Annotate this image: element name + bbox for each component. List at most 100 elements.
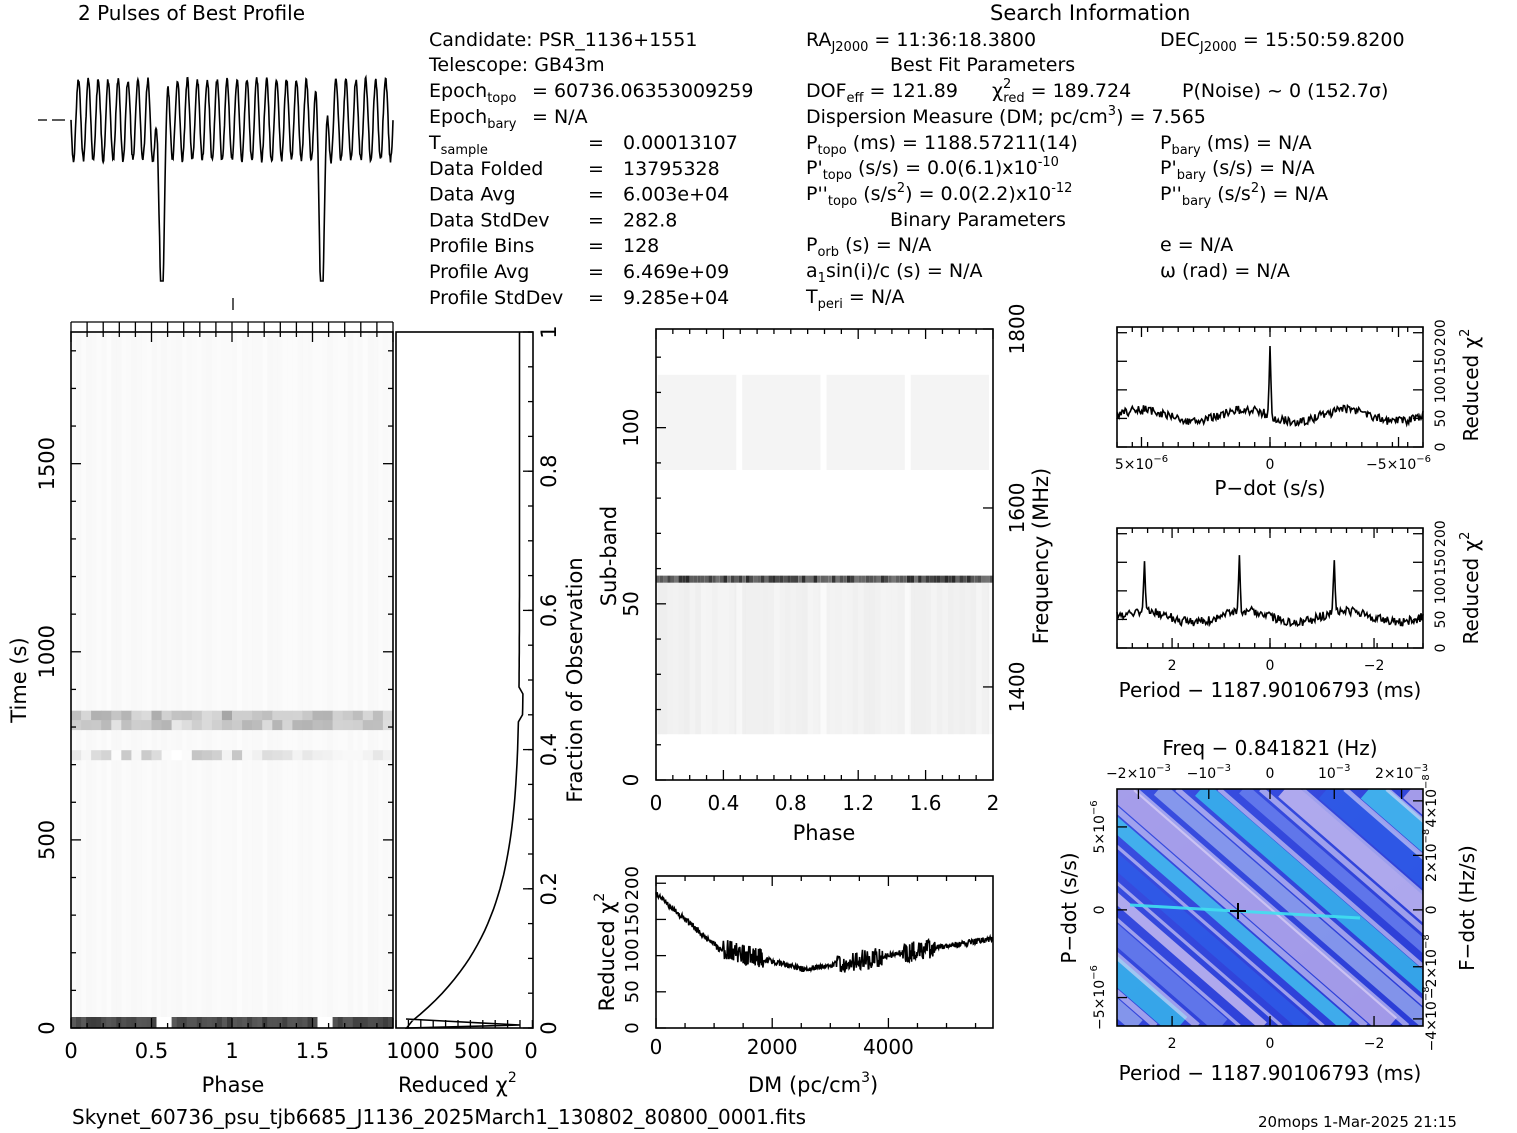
subband-bright-cell <box>861 575 866 583</box>
candidate-row-label: Profile Avg <box>429 261 529 283</box>
subband-bright-cell <box>966 575 971 583</box>
subband-noise-column <box>964 582 971 735</box>
ppd-stripe <box>655 789 928 1026</box>
time-phase-column <box>247 332 253 1028</box>
p-pdot-plane: Freq − 0.841821 (Hz) 2 0 −2 −2×10−3 −10−3 0 10… <box>655 736 1479 1085</box>
subband-xtick-label: 0.8 <box>775 791 807 815</box>
search-header: Search Information <box>990 1 1190 25</box>
subband-bright-cell <box>787 575 791 583</box>
candidate-name: Candidate: PSR_1136+1551 <box>429 29 697 51</box>
ppd-stripe <box>1117 955 1188 1026</box>
time-phase-column <box>237 332 243 1028</box>
time-phase-bottom-cell <box>257 1017 263 1028</box>
time-phase-column <box>357 332 364 1028</box>
subband-bright-cell <box>700 575 705 583</box>
time-phase-column <box>287 332 293 1028</box>
time-phase-band-cell <box>191 750 203 761</box>
time-phase-column <box>377 332 384 1028</box>
time-phase-ylabel: Time (s) <box>7 637 31 723</box>
time-phase-band-cell <box>332 710 344 721</box>
time-phase-column <box>166 332 173 1028</box>
epoch-topo-label: Epochtopo <box>429 80 516 106</box>
time-phase-bottom-cell <box>287 1017 293 1028</box>
time-phase-band-cell <box>362 710 374 721</box>
time-phase-column <box>342 332 349 1028</box>
time-phase-band-cell <box>292 750 303 761</box>
subband-bright-cell <box>850 575 855 583</box>
time-phase-band-cell <box>312 720 324 731</box>
time-phase-column <box>136 332 142 1028</box>
candidate-row-eq: = <box>588 158 604 180</box>
time-phase-bottom-cell <box>237 1017 243 1028</box>
time-phase-band-cell <box>211 720 223 731</box>
binary-header: Binary Parameters <box>890 209 1066 231</box>
time-phase-bottom-cell <box>388 1017 393 1028</box>
time-phase-band-cell <box>322 720 334 731</box>
subband-bright-cell <box>809 575 814 583</box>
subband-noise-column <box>981 582 988 735</box>
subband-noise-column <box>914 582 920 735</box>
ppd-stripe <box>1117 923 1228 1026</box>
fraction-ytick-label: 0 <box>537 1021 561 1034</box>
time-phase-bottom-cell <box>76 1017 82 1028</box>
ppd-y2label: F−dot (Hz/s) <box>1455 845 1479 971</box>
subband-noise-column <box>807 582 814 735</box>
subband-noise-column <box>942 582 949 735</box>
time-phase-band-cell <box>151 750 163 761</box>
dm-ytick-label: 100 <box>622 938 643 972</box>
ppd-stripe-highlight <box>1117 880 1283 1026</box>
time-phase-band-cell <box>171 720 183 731</box>
epoch-bary-value: = N/A <box>532 106 588 128</box>
time-phase-band-cell <box>262 720 273 731</box>
time-phase-band-cell <box>101 720 112 731</box>
time-phase-xtick-label: 0 <box>64 1039 77 1063</box>
time-phase-bottom-cell <box>86 1017 92 1028</box>
time-phase-band-cell <box>302 720 313 731</box>
ppd-y2tick-label: 0 <box>1424 905 1440 914</box>
subband-noise-column <box>948 582 954 735</box>
subband-bright-cell <box>921 575 926 583</box>
time-phase-band-cell <box>151 710 163 721</box>
time-phase-bottom-cell <box>262 1017 268 1028</box>
subband-noise-column <box>757 582 763 735</box>
time-phase-band-cell <box>372 710 384 721</box>
subband-bright-cell <box>798 575 802 583</box>
pdot-chi2-curve <box>1116 345 1424 428</box>
subband-phase-plot: 0 0.4 0.8 1.2 1.6 2 0 50 100 1400 1600 1800 Phase S… <box>597 304 1053 845</box>
time-phase-column <box>367 332 374 1028</box>
time-phase-bottom-cell <box>81 1017 87 1028</box>
subband-noise-column <box>897 582 904 735</box>
subband-xtick-label: 1.2 <box>842 791 874 815</box>
chi2-ytick-label: 0 <box>1433 644 1449 653</box>
subband-noise-column <box>886 582 892 735</box>
subband-bright-cell <box>712 575 716 583</box>
candidate-row-label: Profile Bins <box>429 235 534 257</box>
candidate-row-label: Tsample <box>428 132 488 158</box>
time-phase-bottom-cell <box>367 1017 374 1028</box>
time-phase-band-cell <box>252 710 263 721</box>
subband-noise-column <box>936 582 943 735</box>
subband-bright-cell <box>869 575 874 583</box>
ppd-stripe <box>1195 789 1423 995</box>
time-phase-column <box>146 332 152 1028</box>
time-phase-column <box>252 332 258 1028</box>
time-phase-column <box>186 332 193 1028</box>
subband-bright-cell <box>817 575 821 583</box>
time-phase-ytick-label: 0 <box>35 1021 59 1034</box>
ppd-stripe <box>1117 891 1267 1026</box>
time-phase-column <box>312 332 318 1028</box>
time-phase-plot: 0 0.5 1 1.5 0 500 1000 1500 Phase Time (s) <box>7 298 394 1097</box>
subband-noise-column <box>656 582 662 735</box>
candidate-row-value: 9.285e+04 <box>623 287 729 309</box>
subband-xtick-label: 0 <box>650 791 663 815</box>
search-info: Search Information RAJ2000 = 11:36:18.38… <box>805 1 1405 312</box>
time-phase-band-cell <box>101 710 112 721</box>
subband-noise-column <box>802 582 808 735</box>
subband-noise-column <box>858 582 864 735</box>
time-phase-band-cell <box>81 710 92 721</box>
time-phase-band-cell <box>71 720 82 731</box>
period-frame <box>1116 527 1424 649</box>
subband-noise-column <box>824 582 831 735</box>
subband-bright-cell <box>704 575 709 583</box>
